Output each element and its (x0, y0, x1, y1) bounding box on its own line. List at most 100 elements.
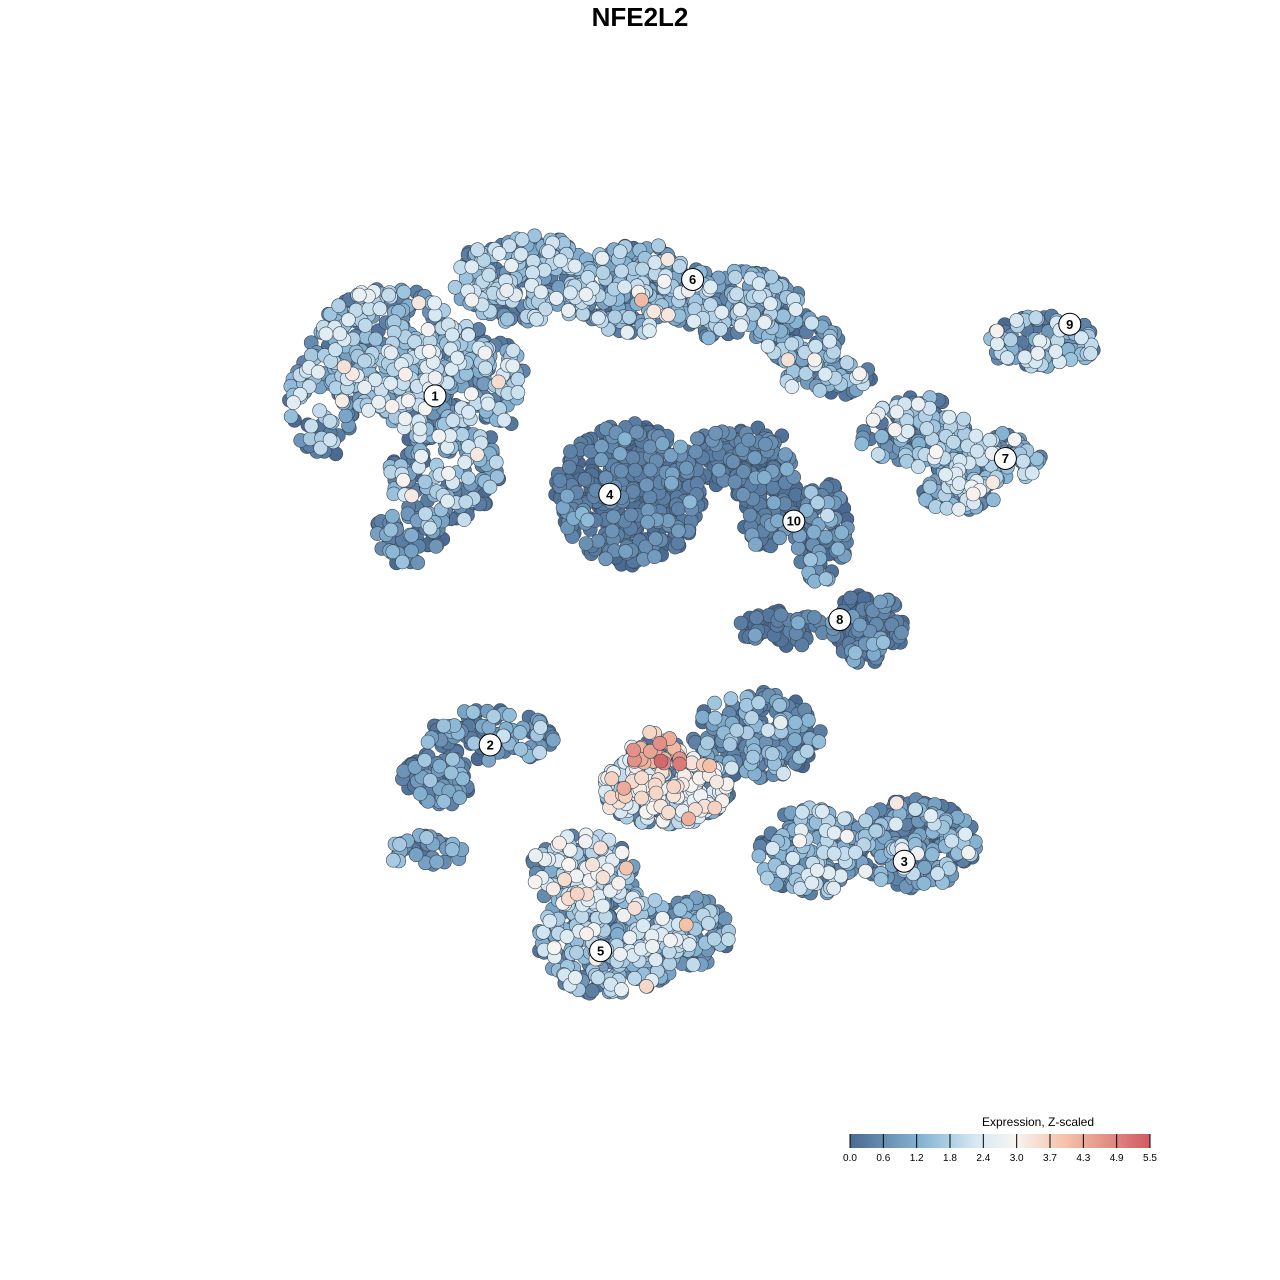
cluster-label-text: 2 (487, 737, 494, 752)
scatter-point (985, 475, 1001, 490)
cluster-label-4: 4 (598, 482, 622, 506)
scatter-point (956, 411, 972, 427)
scatter-point (525, 265, 540, 281)
scatter-point (593, 840, 608, 856)
scatter-point (546, 940, 562, 956)
scatter-point (784, 379, 800, 394)
scatter-point (611, 875, 627, 891)
scatter-point (357, 318, 373, 333)
scatter-point (444, 327, 460, 343)
scatter-point (533, 284, 549, 300)
scatter-point (640, 514, 655, 530)
scatter-point (1028, 310, 1044, 326)
scatter-point (310, 364, 326, 380)
scatter-point (989, 336, 1005, 352)
scatter-point (458, 494, 474, 510)
scatter-point (482, 479, 498, 495)
scatter-point (500, 311, 515, 327)
scatter-point (408, 847, 424, 863)
color-legend: Expression, Z-scaled 0.0 0.6 1.2 1.8 2.4 3.0 3… (843, 1115, 1157, 1164)
scatter-point (930, 866, 945, 881)
scatter-point (690, 431, 705, 447)
scatter-point (552, 835, 567, 851)
scatter-point (505, 343, 521, 358)
scatter-point (639, 477, 654, 493)
scatter-point (499, 283, 515, 298)
scatter-point (681, 937, 697, 953)
scatter-point (577, 471, 593, 487)
scatter-point (617, 431, 633, 447)
scatter-point (513, 247, 529, 262)
scatter-point (648, 785, 664, 801)
scatter-point (812, 383, 828, 398)
scatter-point (590, 970, 606, 986)
scatter-point (623, 507, 639, 523)
scatter-point (760, 722, 776, 738)
scatter-point (420, 322, 436, 337)
scatter-point (808, 338, 824, 354)
scatter-point (612, 946, 628, 962)
scatter-point (773, 607, 789, 623)
scatter-point (477, 345, 493, 361)
scatter-point (742, 507, 758, 523)
scatter-point (664, 475, 679, 491)
scatter-point (580, 512, 596, 528)
scatter-point (763, 269, 779, 285)
scatter-point (480, 396, 496, 412)
chart-title: NFE2L2 (592, 2, 689, 32)
scatter-point (469, 447, 485, 462)
scatter-point (1048, 344, 1063, 359)
scatter-point (431, 428, 447, 444)
scatter-point (368, 331, 383, 347)
scatter-point (545, 881, 561, 897)
scatter-point (322, 413, 338, 429)
scatter-point (594, 250, 610, 266)
scatter-point (627, 462, 643, 478)
scatter-point (318, 326, 334, 342)
scatter-point (794, 637, 810, 653)
scatter-point (569, 886, 585, 902)
scatter-point (527, 228, 542, 244)
scatter-point (735, 487, 751, 502)
scatter-point (414, 448, 429, 464)
scatter-point (384, 399, 400, 414)
scatter-point (505, 358, 521, 374)
scatter-point (445, 751, 460, 767)
scatter-point (481, 267, 497, 283)
scatter-point (513, 741, 529, 757)
scatter-point (999, 350, 1015, 366)
scatter-point (567, 258, 583, 274)
scatter-point (595, 870, 611, 885)
scatter-point (875, 635, 891, 650)
scatter-point (672, 756, 688, 772)
scatter-point (385, 852, 401, 868)
scatter-point (818, 571, 834, 587)
scatter-point (788, 302, 804, 317)
scatter-point (464, 386, 479, 402)
scatter-point (794, 804, 810, 820)
scatter-point (578, 287, 594, 302)
scatter-point (709, 774, 725, 790)
scatter-point (627, 970, 642, 986)
legend-tick-label: 5.5 (1143, 1153, 1157, 1164)
scatter-point (331, 298, 347, 314)
scatter-point (618, 544, 634, 559)
scatter-point (283, 409, 299, 424)
scatter-point (858, 813, 874, 829)
scatter-point (1030, 345, 1046, 361)
scatter-point (436, 794, 452, 809)
scatter-point (713, 321, 728, 337)
scatter-point (806, 524, 822, 540)
scatter-point (826, 880, 842, 896)
cluster-label-2: 2 (478, 733, 502, 757)
scatter-point (751, 848, 767, 864)
scatter-point (748, 537, 763, 552)
scatter-point (894, 625, 909, 640)
cluster-label-1: 1 (423, 384, 447, 408)
scatter-point (641, 323, 657, 339)
scatter-point (567, 970, 583, 985)
scatter-point (671, 523, 686, 539)
scatter-point (887, 422, 903, 438)
scatter-point (445, 413, 461, 428)
scatter-point (626, 742, 641, 758)
